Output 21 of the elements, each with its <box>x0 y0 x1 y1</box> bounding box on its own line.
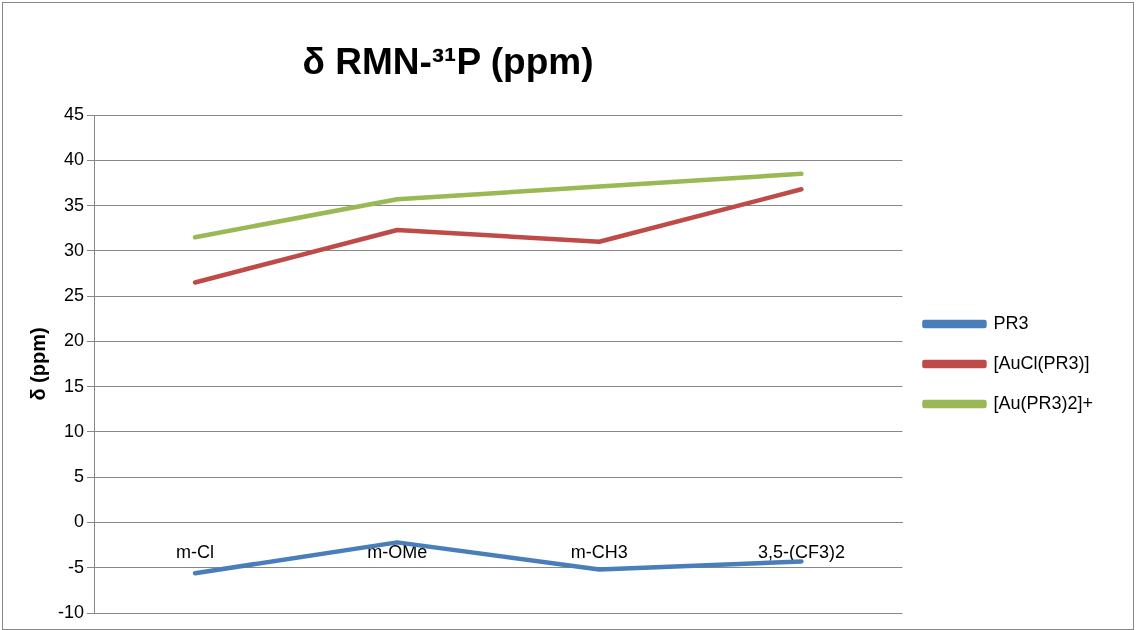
x-tick-label: 3,5-(CF3)2 <box>757 542 845 563</box>
y-tick-label: 35 <box>63 194 85 215</box>
y-tick-label: 30 <box>63 239 85 260</box>
x-tick-label: m-CH3 <box>570 542 628 563</box>
legend-label: PR3 <box>993 312 1029 333</box>
x-tick-label: m-OMe <box>367 542 428 563</box>
chart-title: δ RMN-³¹P (ppm) <box>301 41 595 83</box>
y-tick-label: 5 <box>74 466 85 487</box>
y-tick-label: 10 <box>63 420 85 441</box>
y-tick-label: 40 <box>63 149 85 170</box>
legend-label: [AuCl(PR3)] <box>993 352 1090 373</box>
y-axis-title: δ (ppm) <box>26 327 49 401</box>
legend-label: [Au(PR3)2]+ <box>993 392 1093 413</box>
y-tick-label: -5 <box>68 556 85 577</box>
y-tick-label: 20 <box>63 330 85 351</box>
y-tick-label: -10 <box>58 601 85 622</box>
y-tick-label: 25 <box>63 285 85 306</box>
x-tick-label: m-Cl <box>176 542 215 563</box>
y-tick-label: 0 <box>74 511 85 532</box>
y-tick-label: 45 <box>63 103 85 124</box>
y-tick-label: 15 <box>63 375 85 396</box>
